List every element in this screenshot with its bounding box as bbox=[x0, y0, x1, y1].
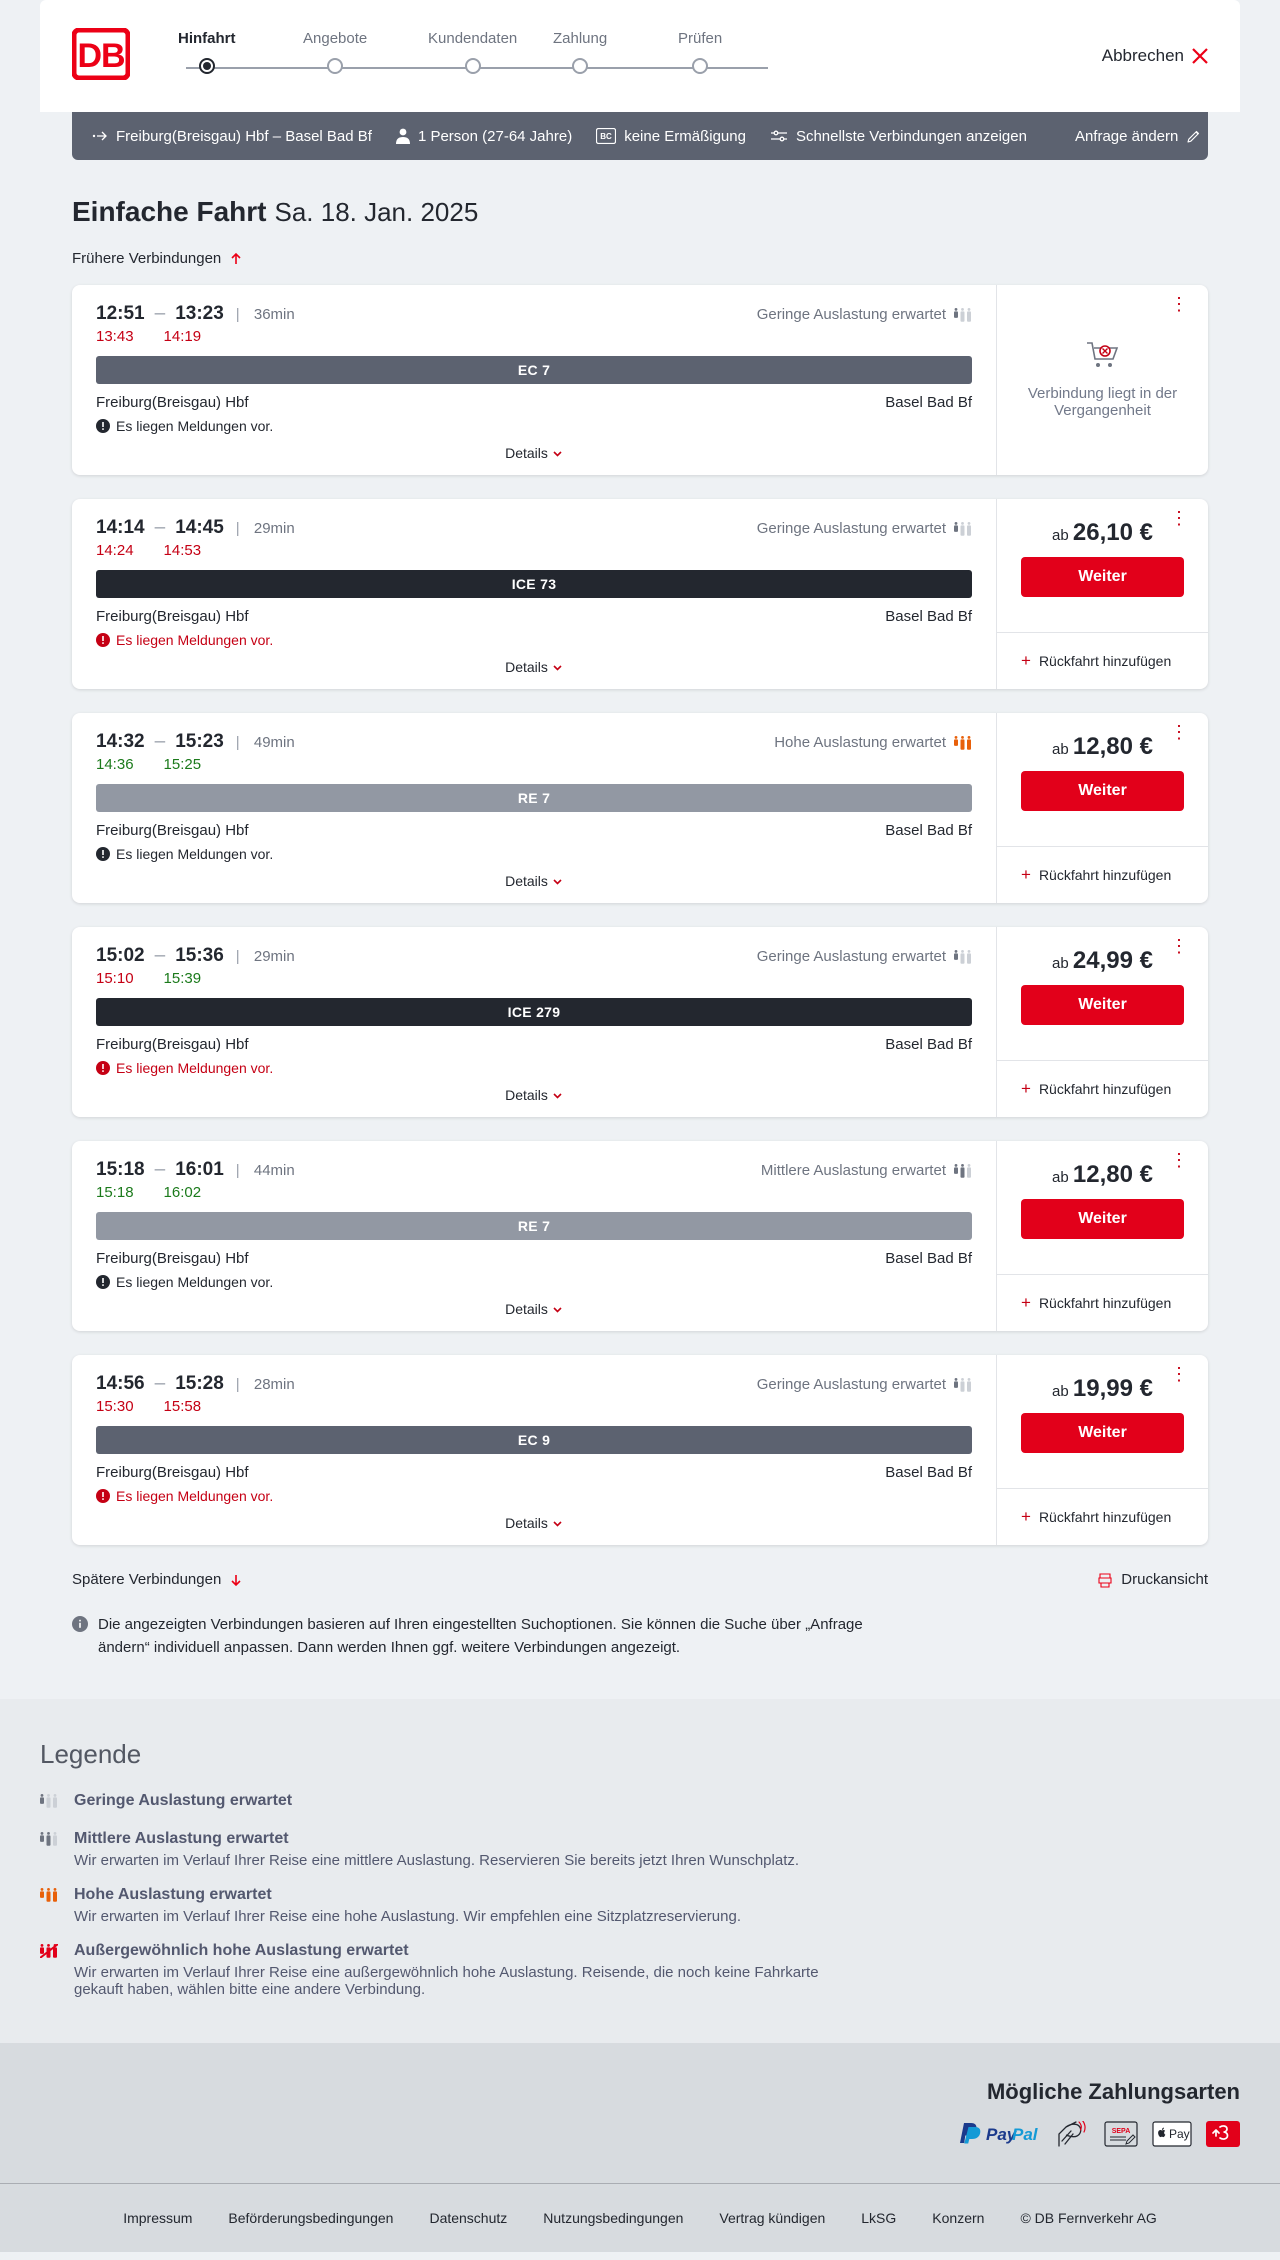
svg-text:BC: BC bbox=[600, 132, 612, 141]
svg-text:SEPA: SEPA bbox=[1112, 2128, 1131, 2135]
svg-text:DB: DB bbox=[77, 37, 125, 75]
svg-text:Pal: Pal bbox=[1012, 2125, 1039, 2144]
svg-text:Pay: Pay bbox=[1169, 2127, 1190, 2141]
